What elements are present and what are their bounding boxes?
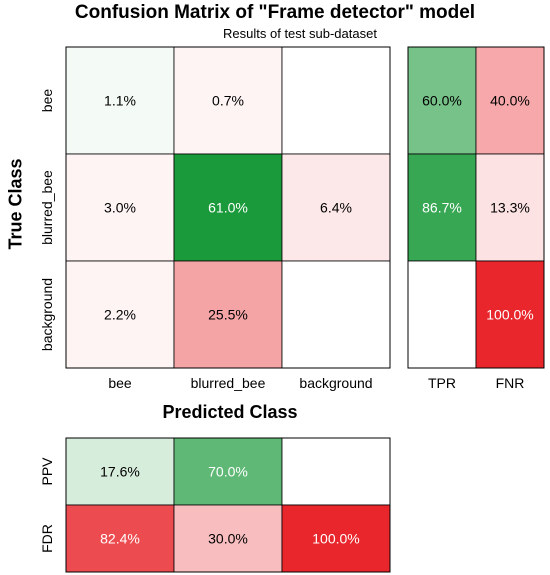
matrix-r1-c0-label: 3.0%: [104, 200, 136, 216]
true-class-tick-2: background: [39, 278, 55, 351]
colmetric-ppv-c2-cell: [281, 437, 391, 506]
matrix-r1-c0-cell: [65, 153, 175, 262]
rowmetric-r2-tpr-cell: [407, 260, 477, 369]
true-class-tick-0: bee: [39, 89, 55, 113]
colmetric-ppv-c0-label: 17.6%: [100, 464, 140, 480]
chart-subtitle: Results of test sub-dataset: [223, 26, 377, 41]
rowmetric-r1-fnr-cell: [475, 153, 545, 262]
matrix-r2-c0-cell: [65, 260, 175, 369]
pred-class-tick-0: bee: [108, 375, 132, 391]
colmetric-frame: [65, 437, 391, 573]
rowmetric-r1-fnr-label: 13.3%: [490, 200, 530, 216]
true-class-tick-1: blurred_bee: [39, 170, 55, 245]
colmetric-ppv-c0-cell: [65, 437, 175, 506]
rowmetric-r0-fnr-label: 40.0%: [490, 93, 530, 109]
matrix-frame: [65, 46, 391, 369]
rowmetric-tick-fnr: FNR: [496, 375, 525, 391]
matrix-r2-c2-cell: [281, 260, 391, 369]
pred-class-tick-2: background: [299, 375, 372, 391]
rowmetric-r1-tpr-label: 86.7%: [422, 200, 462, 216]
colmetric-fdr-c1-label: 30.0%: [208, 531, 248, 547]
matrix-r1-c2-label: 6.4%: [320, 200, 352, 216]
matrix-r0-c1-label: 0.7%: [212, 93, 244, 109]
rowmetric-r0-tpr-label: 60.0%: [422, 93, 462, 109]
colmetric-fdr-c0-cell: [65, 504, 175, 573]
chart-title: Confusion Matrix of "Frame detector" mod…: [74, 2, 476, 23]
matrix-r0-c0-label: 1.1%: [104, 93, 136, 109]
matrix-r0-c2-cell: [281, 46, 391, 155]
matrix-r1-c1-cell: [173, 153, 283, 262]
matrix-r1-c1-label: 61.0%: [208, 200, 248, 216]
matrix-r2-c0-label: 2.2%: [104, 307, 136, 323]
matrix-r0-c0-cell: [65, 46, 175, 155]
rowmetric-r0-tpr-cell: [407, 46, 477, 155]
matrix-r2-c1-cell: [173, 260, 283, 369]
rowmetric-tick-tpr: TPR: [428, 375, 456, 391]
colmetric-fdr-c2-label: 100.0%: [312, 531, 359, 547]
colmetric-fdr-c2-cell: [281, 504, 391, 573]
colmetric-tick-fdr: FDR: [39, 524, 55, 553]
rowmetric-frame: [407, 46, 545, 369]
rowmetric-r2-fnr-label: 100.0%: [486, 307, 533, 323]
rowmetric-r2-fnr-cell: [475, 260, 545, 369]
x-axis-title: Predicted Class: [162, 402, 298, 422]
colmetric-ppv-c1-label: 70.0%: [208, 464, 248, 480]
rowmetric-r1-tpr-cell: [407, 153, 477, 262]
matrix-r1-c2-cell: [281, 153, 391, 262]
colmetric-fdr-c0-label: 82.4%: [100, 531, 140, 547]
colmetric-tick-ppv: PPV: [39, 457, 55, 486]
pred-class-tick-1: blurred_bee: [191, 375, 266, 391]
matrix-r2-c1-label: 25.5%: [208, 307, 248, 323]
